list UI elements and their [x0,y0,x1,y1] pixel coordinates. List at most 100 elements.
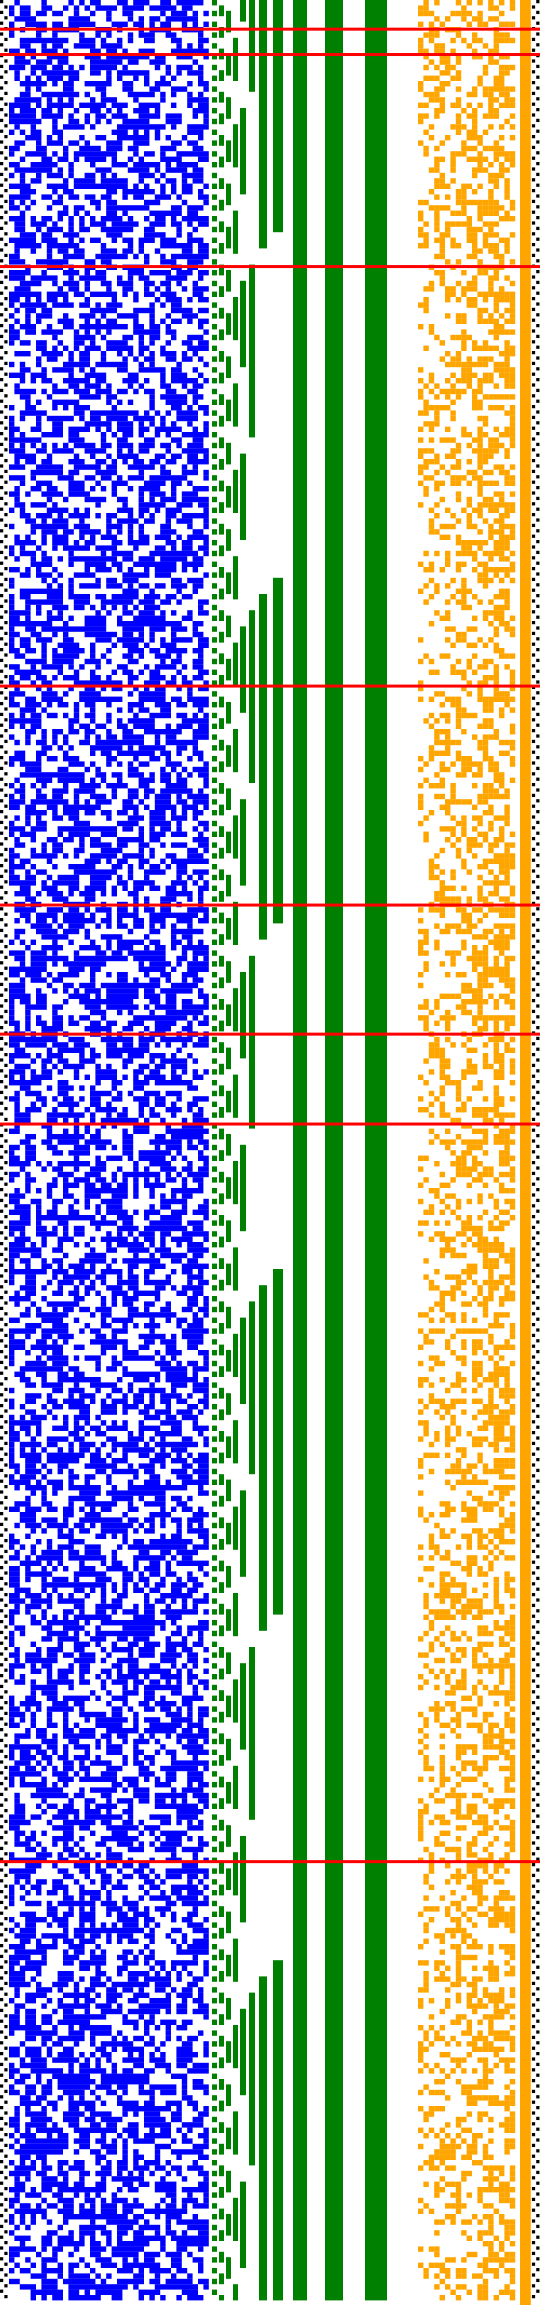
blue-bit [14,1798,20,1804]
border-dot [4,1549,8,1554]
blue-bit [46,756,58,762]
blue-bit [95,469,117,476]
counter-block [219,2057,224,2069]
blue-bit [63,1992,90,1998]
blue-bit [46,1906,58,1912]
blue-bit [25,918,31,924]
blue-bit [57,1900,96,1907]
blue-bit [84,2106,96,2112]
blue-bit [36,1555,63,1561]
counter-block [212,108,217,114]
counter-block [212,1900,217,1907]
counter-block [212,367,217,373]
blue-bit [25,307,36,314]
blue-bit [41,1625,53,1631]
blue-bit [41,945,63,951]
blue-bit [79,356,90,362]
blue-bit [9,1636,15,1642]
blue-bit [90,793,107,800]
blue-bit [19,545,26,551]
blue-bit [171,453,182,459]
blue-bit [14,1625,26,1631]
blue-bit [9,1328,36,1334]
blue-bit [90,745,123,751]
blue-bit [106,1474,112,1480]
counter-block [219,1366,224,1377]
blue-bit [19,1776,26,1782]
blue-bit [9,939,15,945]
blue-bit [57,831,63,837]
orange-bit [461,37,467,44]
blue-bit [117,1668,123,1674]
border-dot [0,702,4,706]
counter-block [212,1620,217,1626]
border-dot [0,540,4,544]
blue-bit [36,415,42,422]
blue-bit [68,1441,74,1448]
blue-bit [203,1738,209,1745]
blue-bit [117,2133,123,2139]
border-dot [4,1852,8,1856]
blue-bit [149,815,166,821]
blue-bit [171,1987,177,1993]
border-dot [0,2106,4,2110]
blue-bit [9,1900,15,1907]
blue-bit [149,2057,166,2063]
blue-bit [133,324,144,330]
blue-bit [133,1166,139,1172]
blue-bit [122,1063,128,1070]
blue-bit [46,982,53,989]
blue-bit [127,243,134,249]
blue-bit [100,1879,112,1885]
blue-bit [160,1609,198,1615]
blue-bit [41,2176,58,2182]
blue-bit [117,2160,128,2166]
blue-bit [57,702,69,708]
blue-bit [117,1879,123,1885]
blue-bit [122,799,134,805]
border-dot [4,729,8,733]
blue-bit [30,1614,36,1620]
blue-bit [149,351,155,357]
blue-bit [149,831,166,837]
blue-bit [90,2035,96,2042]
blue-bit [14,1047,26,1053]
blue-bit [187,102,193,108]
blue-bit [9,869,15,875]
blue-bit [133,1236,139,1242]
blue-bit [203,2138,209,2144]
counter-block [219,1452,224,1464]
blue-bit [127,1663,139,1669]
blue-bit [73,1117,80,1124]
border-dot [0,1436,4,1440]
blue-bit [111,1468,139,1475]
blue-bit [106,1911,112,1917]
border-dot [4,340,8,344]
border-dot [4,243,8,247]
blue-bit [198,993,209,999]
blue-bit [84,1593,90,1599]
blue-bit [19,199,26,206]
blue-bit [30,826,47,832]
blue-bit [106,2219,139,2225]
blue-bit [73,178,96,184]
blue-bit [127,1274,139,1280]
blue-bit [106,10,112,17]
blue-bit [90,1236,96,1242]
blue-bit [138,669,144,675]
blue-bit [52,734,58,740]
blue-bit [203,10,209,17]
blue-bit [117,2235,123,2241]
counter-block [249,1992,255,2166]
blue-bit [122,1701,128,1707]
counter-block [219,1841,224,1853]
orange-bit [445,59,451,65]
blue-bit [46,1047,53,1053]
counter-block [212,831,217,837]
blue-bit [63,86,74,92]
border-dot [0,2235,4,2239]
blue-bit [138,1150,171,1156]
counter-block [212,2170,217,2177]
blue-bit [95,1717,128,1723]
counter-block [219,178,224,189]
